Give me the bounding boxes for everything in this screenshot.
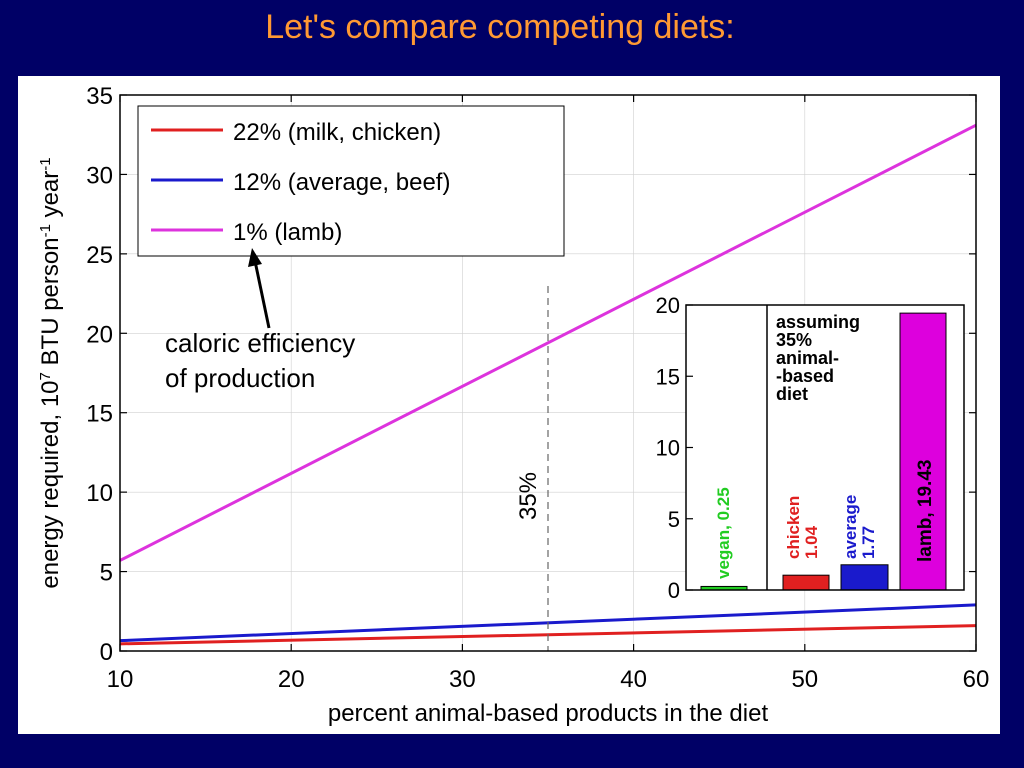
legend-label: 22% (milk, chicken) xyxy=(233,119,441,146)
series-line xyxy=(119,123,977,562)
y-tick-label: 30 xyxy=(86,162,113,189)
inset-bars xyxy=(700,312,947,591)
y-tick-label: 5 xyxy=(100,560,113,587)
y-tick-label: 20 xyxy=(86,321,113,348)
x-tick-label: 30 xyxy=(449,666,476,693)
x-tick-label: 40 xyxy=(620,666,647,693)
marker-35-label: 35% xyxy=(515,472,542,520)
main-plot-frame xyxy=(119,94,977,652)
inset-label-lamb: lamb, 19.43 xyxy=(915,460,936,562)
x-tick-label: 50 xyxy=(791,666,818,693)
y-label-exp-2: -1 xyxy=(37,224,54,237)
inset-bar-labels: vegan, 0.25 chicken 1.04 average 1.77 lamb, 1… xyxy=(714,460,936,579)
legend-label: 12% (average, beef) xyxy=(233,169,450,196)
inset-note-line: animal- xyxy=(776,348,839,368)
y-label-exp-1: 7 xyxy=(37,372,54,380)
inset-tick-label: 20 xyxy=(656,293,680,318)
y-tick-label: 0 xyxy=(100,639,113,666)
inset-note-line: diet xyxy=(776,384,808,404)
inset-tick-label: 10 xyxy=(656,436,680,461)
inset-label-average-name: average xyxy=(841,495,860,559)
annotation-arrow-head xyxy=(248,248,262,267)
chart-panel: 35% 10 20 30 40 50 60 0 5 10 15 20 25 30 35 percent … xyxy=(18,76,1000,734)
inset-note-line: 35% xyxy=(776,330,812,350)
slide-title: Let's compare competing diets: xyxy=(265,8,735,46)
annotation-line-1: caloric efficiency xyxy=(165,328,355,358)
inset-bar xyxy=(840,564,889,591)
y-label-part-3: year xyxy=(37,171,64,224)
inset-label-average-value: 1.77 xyxy=(859,526,878,559)
y-tick-label: 25 xyxy=(86,242,113,269)
y-label-exp-3: -1 xyxy=(37,157,54,170)
inset-bar xyxy=(782,574,830,591)
main-y-ticks: 0 5 10 15 20 25 30 35 xyxy=(86,83,976,666)
inset-tick-label: 5 xyxy=(668,507,680,532)
y-tick-label: 35 xyxy=(86,83,113,110)
inset-tick-label: 0 xyxy=(668,578,680,603)
inset-note-line: -based xyxy=(776,366,834,386)
inset-label-chicken-value: 1.04 xyxy=(802,525,821,559)
inset-tick-label: 15 xyxy=(656,364,680,389)
annotation-arrow-shaft xyxy=(253,260,271,329)
inset-note-line: assuming xyxy=(776,312,860,332)
x-tick-label: 60 xyxy=(963,666,990,693)
y-tick-label: 10 xyxy=(86,480,113,507)
legend-label: 1% (lamb) xyxy=(233,219,342,246)
inset-y-ticks: 0 5 10 15 20 xyxy=(656,293,693,603)
x-axis-label: percent animal-based products in the die… xyxy=(328,700,769,727)
main-x-ticks: 10 20 30 40 50 60 xyxy=(107,95,990,693)
inset-bar xyxy=(899,312,947,591)
x-tick-label: 20 xyxy=(278,666,305,693)
x-tick-label: 10 xyxy=(107,666,134,693)
annotation-line-2: of production xyxy=(165,363,315,393)
legend-entries: 22% (milk, chicken) 12% (average, beef) 1%… xyxy=(151,119,450,246)
inset-label-chicken-name: chicken xyxy=(784,496,803,559)
y-label-part-2: BTU person xyxy=(37,237,64,372)
y-tick-label: 15 xyxy=(86,401,113,428)
inset-label-vegan: vegan, 0.25 xyxy=(714,487,733,579)
y-label-part-1: energy required, 10 xyxy=(37,380,64,588)
y-axis-label: energy required, 107 BTU person-1 year-1 xyxy=(37,157,65,588)
